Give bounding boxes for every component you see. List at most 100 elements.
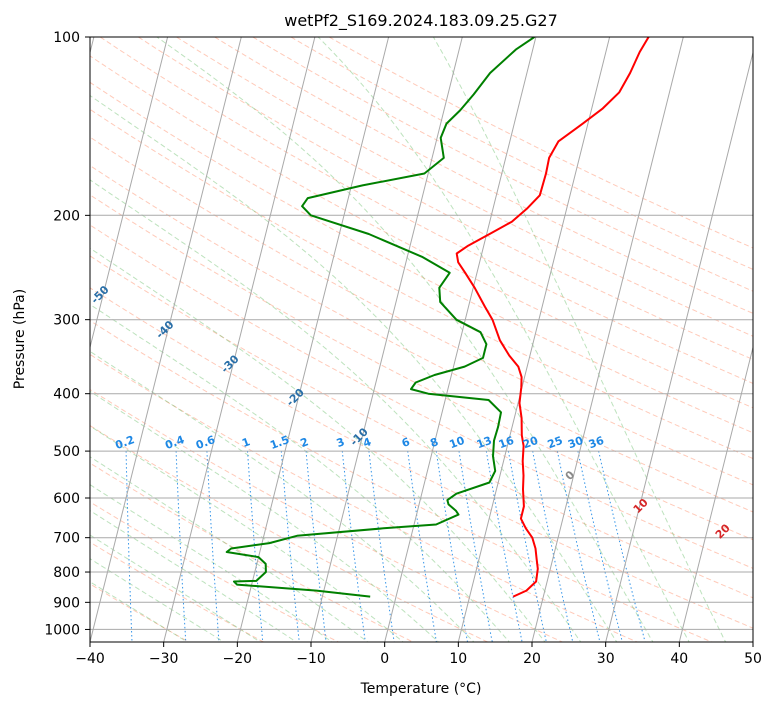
moist-adiabat-line: [90, 534, 262, 642]
mixing-ratio-label: 20: [521, 434, 540, 452]
dry-adiabat-line: [90, 353, 639, 642]
mixing-ratio-label: 8: [428, 435, 440, 450]
moist-adiabat-line: [90, 350, 475, 642]
mixing-ratio-label: 2: [299, 435, 311, 450]
mixing-ratio-label: 13: [475, 434, 494, 451]
x-tick-label: −30: [149, 651, 179, 667]
isotherm-line: [310, 37, 463, 642]
y-tick-label: 500: [53, 444, 80, 460]
plot-area: 0.10.20.40.611.52346810131620253036-100-…: [26, 37, 753, 644]
isopleth-labels: 0.10.20.40.611.52346810131620253036-100-…: [26, 239, 733, 542]
mixing-ratio-line: [125, 451, 133, 642]
y-tick-label: 900: [53, 595, 80, 611]
x-tick-label: 50: [744, 651, 762, 667]
dry-adiabat-line: [90, 583, 190, 642]
dry-adiabat-label: -30: [218, 352, 241, 375]
isotherm-line: [163, 37, 316, 642]
moist-adiabat-line: [90, 484, 333, 642]
mixing-ratio-line: [79, 451, 82, 644]
dry-adiabat-line: [90, 194, 753, 541]
mixing-ratio-label: 36: [587, 434, 606, 452]
mixing-ratio-line: [280, 451, 300, 642]
x-tick-label: 40: [670, 651, 688, 667]
x-tick-label: 30: [597, 651, 615, 667]
y-axis-label: Pressure (hPa): [12, 289, 28, 389]
isotherm-line: [384, 37, 537, 642]
mixing-ratio-line: [598, 450, 646, 642]
mixing-ratio-label: 0.2: [113, 433, 136, 452]
y-tick-label: 400: [53, 387, 80, 403]
mixing-ratio-label: 1.5: [268, 433, 291, 452]
chart-title: wetPf2_S169.2024.183.09.25.G27: [284, 11, 558, 31]
isotherm-line: [752, 639, 753, 642]
dry-adiabat-line: [90, 501, 340, 642]
x-axis-label: Temperature (°C): [360, 681, 482, 697]
grid-lines: [90, 37, 753, 642]
mixing-ratio-line: [556, 451, 601, 642]
mixing-ratio-line: [577, 451, 623, 642]
isotherm-line: [90, 37, 242, 642]
dry-adiabat-line: [328, 37, 753, 249]
mixing-ratio-line: [206, 451, 220, 642]
mixing-ratio-label: 25: [546, 434, 565, 451]
mixing-ratio-line: [407, 451, 437, 642]
mixing-ratio-line: [341, 451, 366, 642]
mixing-ratio-line: [507, 451, 547, 642]
mixing-ratio-line: [368, 451, 395, 642]
sounding-series: [225, 37, 650, 598]
y-tick-label: 700: [53, 531, 80, 547]
mixing-ratio-line: [435, 451, 469, 642]
dry-adiabat-line: [90, 425, 489, 642]
mixing-ratio-line: [532, 451, 574, 642]
moist-adiabat-line: [317, 37, 690, 642]
mixing-ratio-label: 16: [497, 434, 516, 452]
dry-adiabat-line: [214, 37, 753, 314]
y-tick-label: 300: [53, 313, 80, 329]
mixing-ratio-label: 10: [448, 434, 467, 452]
mixing-ratio-label: 6: [400, 435, 412, 450]
x-tick-label: −20: [223, 651, 253, 667]
mixing-ratio-label: 30: [566, 434, 585, 452]
mixing-ratio-line: [247, 451, 264, 642]
plot-frame: [89, 36, 754, 643]
dry-adiabat-line: [90, 108, 753, 460]
mixing-ratio-label: 1: [240, 435, 252, 450]
dry-adiabats: [90, 37, 753, 642]
x-tick-label: −40: [75, 651, 105, 667]
dry-adiabat-label: -40: [153, 318, 176, 341]
isotherm-line: [90, 37, 169, 350]
dry-adiabat-line: [290, 37, 753, 270]
dry-adiabat-line: [99, 37, 753, 384]
mixing-ratio-line: [305, 451, 327, 642]
moist-adiabat-line: [90, 390, 440, 642]
dry-adiabat-line: [90, 287, 753, 629]
isotherm-line: [605, 50, 753, 642]
dry-adiabat-line: [90, 224, 753, 569]
x-tick-label: 20: [523, 651, 541, 667]
isotherm-line: [678, 345, 753, 642]
dry-adiabat-line: [90, 462, 415, 642]
dry-adiabat-line: [90, 55, 753, 409]
x-tick-label: 10: [449, 651, 467, 667]
mixing-ratio-label: 0.4: [163, 433, 186, 452]
moist-adiabat-label: 10: [631, 496, 651, 516]
dry-adiabat-label: -60: [26, 239, 49, 262]
isotherm-line: [236, 37, 390, 642]
y-tick-label: 800: [53, 565, 80, 581]
isotherm-line: [457, 37, 611, 642]
dry-adiabat-line: [176, 37, 753, 337]
dry-adiabat-label: -20: [284, 386, 307, 409]
y-tick-label: 1000: [44, 622, 80, 638]
mixing-ratio-label: 3: [335, 435, 347, 450]
axes: −40 −30 −20 −10 0 10 20 30 40 5010020030040050060…: [44, 30, 762, 667]
mixing-ratio-label: 4: [361, 435, 373, 450]
mixing-ratio-line: [175, 451, 187, 642]
moist-adiabat-line: [90, 247, 546, 642]
dry-adiabat-line: [90, 136, 753, 486]
isotherm-line: [531, 37, 684, 642]
mixing-ratio-label: 0.6: [194, 433, 217, 452]
x-tick-label: −10: [296, 651, 326, 667]
moist-adiabat-line: [432, 37, 727, 642]
y-tick-label: 600: [53, 491, 80, 507]
